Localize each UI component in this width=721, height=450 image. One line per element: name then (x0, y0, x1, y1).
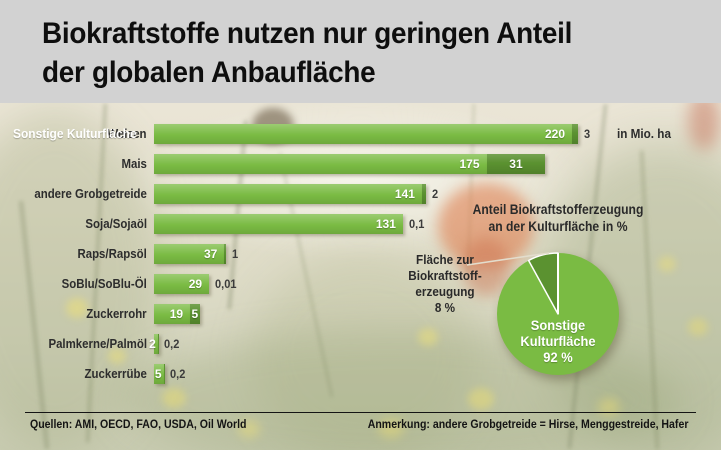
bar-first-annotation: Sonstige Kulturfläche (13, 126, 137, 141)
pie-callout-line-1: Fläche zur (416, 252, 474, 267)
pie-callout-line-2: Biokraftstoff- (408, 268, 482, 283)
page-title-line-1: Biokraftstoffe nutzen nur geringen Antei… (42, 17, 573, 50)
bar-segment-dark (486, 154, 546, 174)
bar-value-light: 19 (169, 307, 184, 321)
bar-segment-dark (421, 184, 426, 204)
bar-row: Zuckerrohr 19 5 (0, 304, 721, 324)
bar-category-label: Soja/Sojaöl (85, 216, 147, 231)
bar-segment-light (154, 304, 191, 324)
bar-value-light: 131 (375, 217, 396, 231)
bg-shape (598, 398, 620, 416)
bg-shape (462, 238, 510, 296)
bar-segment-light (154, 274, 210, 294)
bar-value-light: 141 (394, 187, 415, 201)
bar-segment-light (154, 184, 422, 204)
bar-value-dark: 3 (583, 127, 590, 141)
bar-value-dark: 0,1 (409, 217, 425, 231)
bg-shape (468, 388, 494, 410)
bar-value-dark: 0,01 (215, 277, 237, 291)
bar-category-label: Raps/Rapsöl (77, 246, 147, 261)
bar-category-label: andere Grobgetreide (34, 186, 147, 201)
bar-category-label: Palmkerne/Palmöl (48, 336, 147, 351)
bar-segment-dark (224, 244, 227, 264)
pie-center-line-1: Sonstige (530, 317, 586, 333)
pie-center-label: Sonstige Kulturfläche 92 % (482, 317, 634, 365)
bg-shape (162, 388, 186, 408)
bar-category-label: Zuckerrohr (86, 306, 147, 321)
page-title: Biokraftstoffe nutzen nur geringen Antei… (42, 14, 572, 92)
bar-value-light: 175 (459, 157, 480, 171)
footer-divider (25, 412, 696, 413)
bar-row: SoBlu/SoBlu-Öl 29 0,01 (0, 274, 721, 294)
header-banner: Biokraftstoffe nutzen nur geringen Antei… (0, 0, 721, 103)
bar-value-light: 29 (188, 277, 203, 291)
bar-value-light: 2 (149, 337, 156, 351)
page-title-line-2: der globalen Anbaufläche (42, 56, 376, 89)
bg-shape (238, 420, 260, 438)
pie-callout-line-4: 8 % (434, 300, 456, 315)
bar-segment-light (154, 124, 572, 144)
bar-row: Zuckerrübe 5 0,2 (0, 364, 721, 384)
bar-value-dark: 1 (232, 247, 239, 261)
bar-segment-light (154, 334, 158, 354)
bar-category-label: Weizen (107, 126, 147, 141)
bar-segment-dark (190, 304, 200, 324)
bar-row: Palmkerne/Palmöl 2 0,2 (0, 334, 721, 354)
pie-title-line-1: Anteil Biokraftstofferzeugung (472, 202, 644, 217)
sources-text: Quellen: AMI, OECD, FAO, USDA, Oil World (30, 417, 247, 431)
bg-shape (418, 328, 438, 346)
pie-center-line-2: Kulturfläche (520, 333, 596, 349)
pie-center-line-3: 92 % (543, 349, 573, 365)
pie-title: Anteil Biokraftstofferzeugung an der Kul… (413, 201, 703, 235)
bar-segment-light (154, 214, 403, 234)
bar-category-label: SoBlu/SoBlu-Öl (61, 276, 147, 291)
bg-shape (378, 418, 404, 438)
bar-segment-light (154, 244, 225, 264)
pie-title-line-2: an der Kulturfläche in % (488, 219, 628, 234)
bar-segment-dark (572, 124, 578, 144)
bar-category-label: Mais (121, 156, 147, 171)
bar-row: andere Grobgetreide 141 2 (0, 184, 721, 204)
bar-chart: Weizen 220 3 Sonstige Kulturfläche Mais 175 31… (0, 124, 721, 404)
bg-shape (250, 250, 480, 450)
bar-segment-light (154, 364, 164, 384)
bar-row: Mais 175 31 (0, 154, 721, 174)
bar-value-dark: 5 (191, 307, 199, 321)
bar-value-light: 5 (154, 367, 162, 381)
bar-category-label: Zuckerrübe (84, 366, 147, 381)
note-text: Anmerkung: andere Grobgetreide = Hirse, … (367, 417, 688, 431)
bg-shape (66, 298, 88, 318)
bar-row: Weizen 220 3 Sonstige Kulturfläche (0, 124, 721, 144)
bg-shape (108, 348, 126, 364)
bar-value-light: 220 (544, 127, 565, 141)
bg-shape (688, 318, 708, 336)
bg-shape (658, 256, 676, 272)
axis-unit-label: in Mio. ha (617, 126, 671, 141)
pie-callout-line-3: erzeugung (415, 284, 475, 299)
bar-row: Raps/Rapsöl 37 1 (0, 244, 721, 264)
bar-row: Soja/Sojaöl 131 0,1 (0, 214, 721, 234)
pie-callout-label: Fläche zur Biokraftstoff- erzeugung 8 % (383, 252, 507, 316)
bar-value-dark: 0,2 (164, 337, 180, 351)
bar-value-light: 37 (203, 247, 218, 261)
bar-value-dark: 2 (431, 187, 438, 201)
bar-value-dark: 31 (509, 157, 523, 171)
bar-segment-light (154, 154, 487, 174)
bar-value-dark: 0,2 (169, 367, 186, 381)
pie-chart (497, 252, 619, 375)
